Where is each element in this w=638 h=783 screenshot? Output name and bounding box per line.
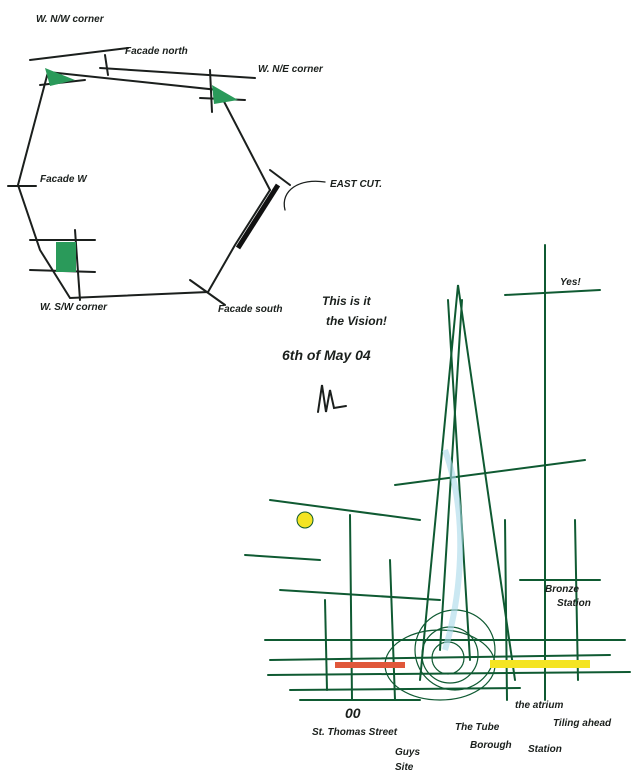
paper [0,0,420,430]
shading [442,448,464,651]
label: Station [528,744,562,755]
label: Yes! [560,277,581,288]
label: W. N/W corner [36,14,105,25]
label: Facade north [125,46,188,57]
label: Site [395,762,414,773]
label: St. Thomas Street [312,727,398,738]
sun [296,511,314,529]
label: Guys [395,747,420,758]
label: 00 [345,705,361,721]
label: EAST CUT. [330,179,382,190]
label: W. N/E corner [258,64,324,75]
shard-outline [244,244,631,701]
corner-fill [56,242,76,272]
label: The Tube [455,722,500,733]
label: Station [557,598,591,609]
label: Bronze [545,584,579,595]
east-cut-arc [283,180,326,211]
label: Tiling ahead [553,718,612,729]
corner-fill [45,68,75,86]
corner-fill [212,85,238,104]
note: 6th of May 04 [282,347,371,363]
station-circles [384,609,496,701]
label: Facade W [40,174,88,185]
label: Borough [470,740,512,751]
label: Facade south [218,304,282,315]
label: the atrium [515,700,563,711]
note: This is it [322,294,372,308]
red-strip [335,662,405,668]
yellow-strip [490,660,590,668]
note: the Vision! [326,314,387,328]
label: W. S/W corner [40,302,108,313]
signature [317,384,347,413]
east-cut [235,183,281,250]
